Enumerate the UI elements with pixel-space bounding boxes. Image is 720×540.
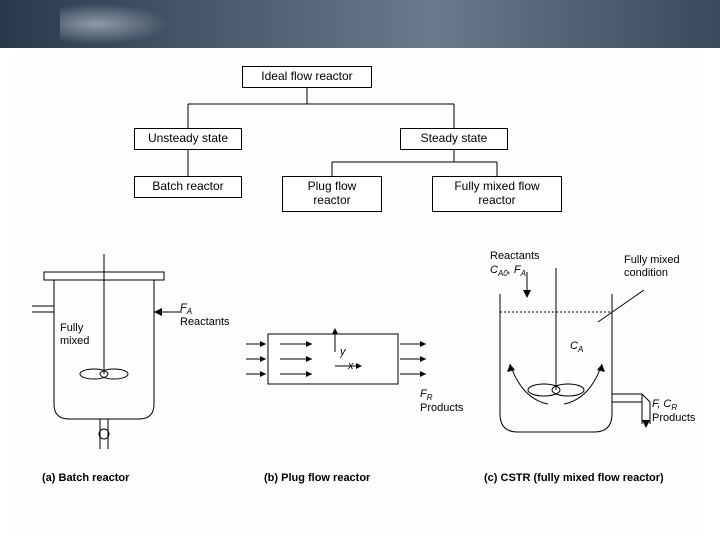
header-banner — [0, 0, 720, 48]
node-batch: Batch reactor — [134, 176, 242, 198]
batch-reactor-svg — [22, 254, 202, 454]
label-products-c: Products — [652, 412, 695, 425]
label-reactants-c: Reactants — [490, 250, 540, 263]
cstr-reactor-svg — [482, 264, 692, 454]
node-unsteady: Unsteady state — [134, 128, 242, 150]
label-ca0-fa: CA0, FA — [490, 264, 526, 278]
label-fully-mixed-a: Fully mixed — [60, 322, 89, 347]
caption-b: (b) Plug flow reactor — [264, 472, 370, 484]
node-steady: Steady state — [400, 128, 508, 150]
label-y: y — [340, 346, 346, 359]
label-fa: FA — [180, 302, 192, 316]
node-mixed: Fully mixed flow reactor — [432, 176, 562, 212]
caption-c: (c) CSTR (fully mixed flow reactor) — [484, 472, 664, 484]
plug-reactor-svg — [240, 314, 440, 424]
label-x: x — [348, 360, 354, 373]
label-fr: FR — [420, 388, 433, 402]
node-plug: Plug flow reactor — [282, 176, 382, 212]
caption-a: (a) Batch reactor — [42, 472, 129, 484]
diagram: Ideal flow reactor Unsteady state Steady… — [12, 54, 702, 534]
label-fully-mixed-cond: Fully mixed condition — [624, 254, 680, 279]
label-f-cr: F, CR — [652, 398, 677, 412]
label-ca: CA — [570, 340, 583, 354]
label-products-b: Products — [420, 402, 463, 415]
label-reactants-a: Reactants — [180, 316, 230, 329]
node-ideal-flow: Ideal flow reactor — [242, 66, 372, 88]
